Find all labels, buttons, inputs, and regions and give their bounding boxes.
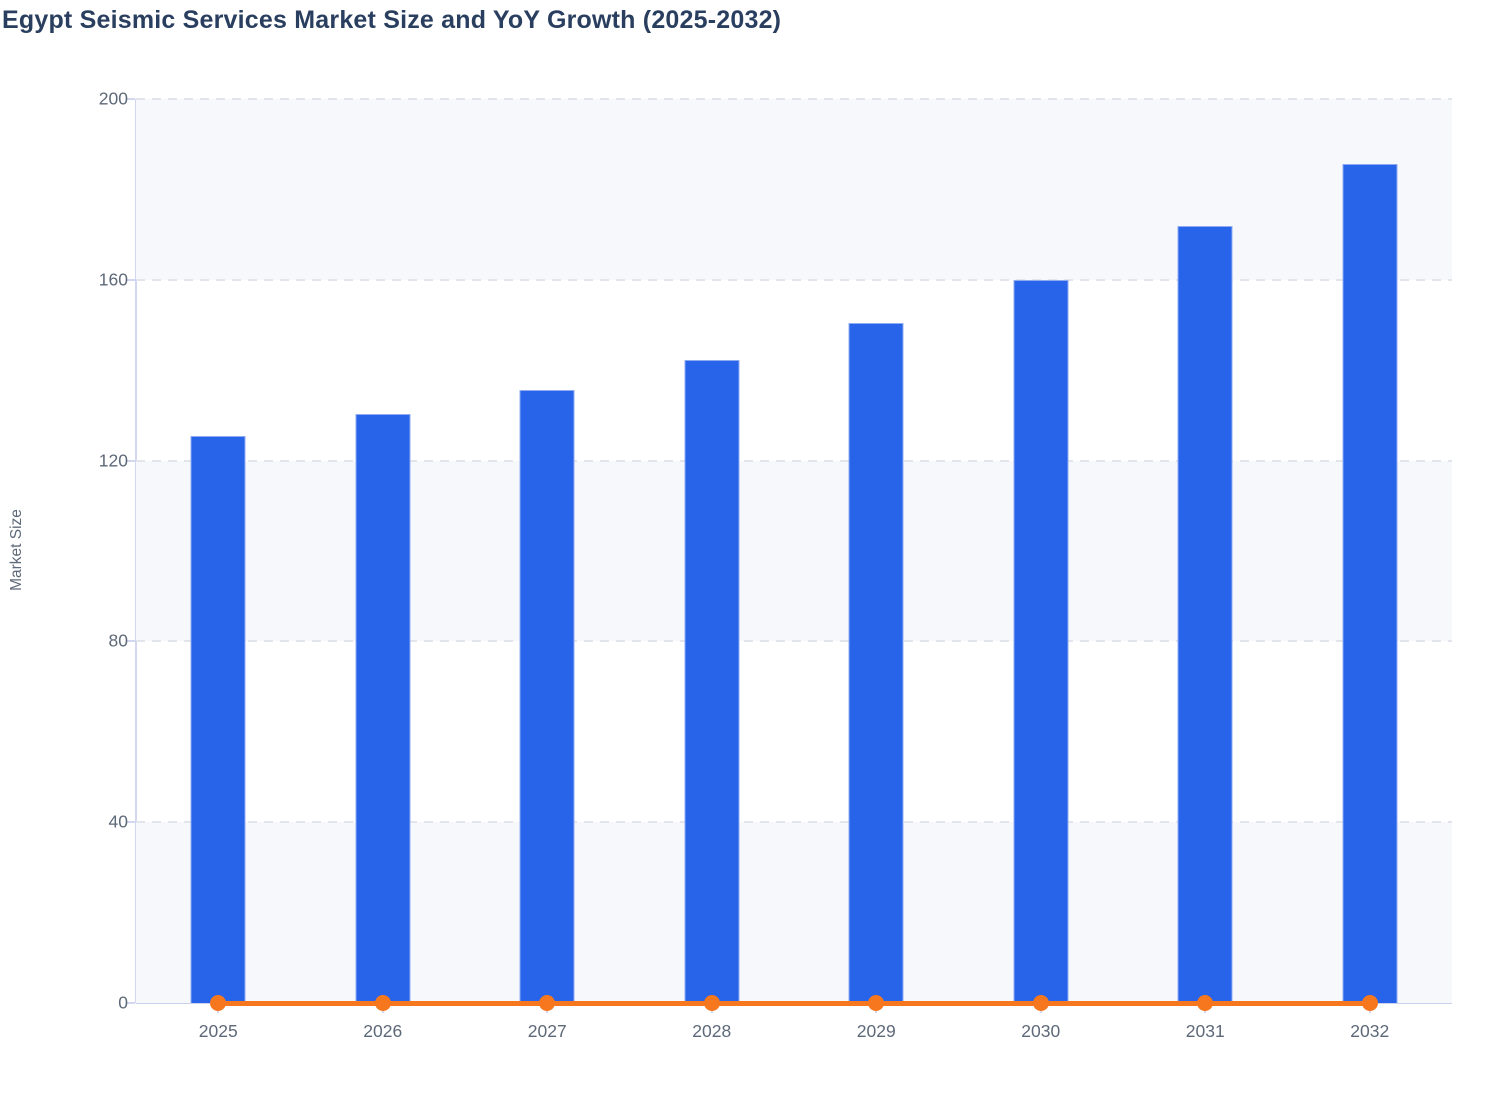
- bar-2027: [519, 390, 575, 1003]
- yoy-growth-marker-2030: [1032, 995, 1049, 1011]
- plot-band: [136, 280, 1452, 461]
- bar-2030: [1013, 279, 1069, 1003]
- bar-2026: [355, 414, 411, 1003]
- plot-band: [136, 822, 1452, 1003]
- gridline-160: [136, 278, 1452, 281]
- x-axis-label-2025: 2025: [198, 1021, 238, 1041]
- yoy-growth-marker-2028: [703, 995, 720, 1011]
- y-axis-title: Market Size: [8, 445, 26, 655]
- y-tick-label-120: 120: [98, 450, 128, 471]
- y-tick-label-40: 40: [108, 811, 128, 832]
- x-axis-label-2026: 2026: [363, 1021, 403, 1041]
- y-tick-80: [127, 640, 135, 643]
- x-axis-label-2031: 2031: [1185, 1021, 1225, 1041]
- bar-2029: [848, 323, 904, 1003]
- yoy-growth-line: [218, 1000, 1370, 1006]
- gridline-40: [136, 821, 1452, 824]
- yoy-growth-marker-2026: [374, 995, 391, 1011]
- plot-band: [136, 641, 1452, 822]
- gridline-80: [136, 640, 1452, 643]
- bar-2028: [684, 359, 740, 1003]
- plot-band: [136, 460, 1452, 642]
- y-tick-120: [127, 459, 135, 462]
- bar-2025: [190, 435, 246, 1003]
- y-tick-0: [127, 1002, 135, 1004]
- x-axis-label-2028: 2028: [692, 1021, 732, 1041]
- chart-title: Egypt Seismic Services Market Size and Y…: [2, 6, 782, 34]
- yoy-growth-marker-2027: [539, 995, 556, 1011]
- plot-area: 200 160 120 80 40 0 2025 2026 2027 2028 2029 2030 20…: [99, 89, 1452, 1041]
- x-axis-label-2029: 2029: [856, 1021, 896, 1041]
- y-tick-40: [127, 821, 135, 824]
- y-tick-label-0: 0: [118, 992, 128, 1013]
- x-axis-label-2032: 2032: [1350, 1021, 1390, 1041]
- y-tick-200: [127, 98, 135, 100]
- bar-2031: [1177, 226, 1233, 1003]
- yoy-growth-marker-2029: [868, 995, 885, 1011]
- y-axis-title-text: Market Size: [8, 509, 25, 591]
- yoy-growth-marker-2031: [1197, 995, 1214, 1011]
- yoy-growth-marker-2025: [210, 995, 227, 1011]
- y-tick-label-160: 160: [98, 269, 128, 290]
- gridline-200: [136, 98, 1452, 100]
- y-tick-label-80: 80: [108, 630, 128, 651]
- x-axis-label-2030: 2030: [1021, 1021, 1061, 1041]
- gridline-120: [136, 459, 1452, 462]
- y-tick-label-200: 200: [98, 88, 128, 109]
- bar-2032: [1342, 163, 1398, 1003]
- y-tick-160: [127, 278, 135, 281]
- x-axis-label-2027: 2027: [527, 1021, 567, 1041]
- yoy-growth-marker-2032: [1361, 995, 1378, 1011]
- plot-band: [136, 99, 1452, 280]
